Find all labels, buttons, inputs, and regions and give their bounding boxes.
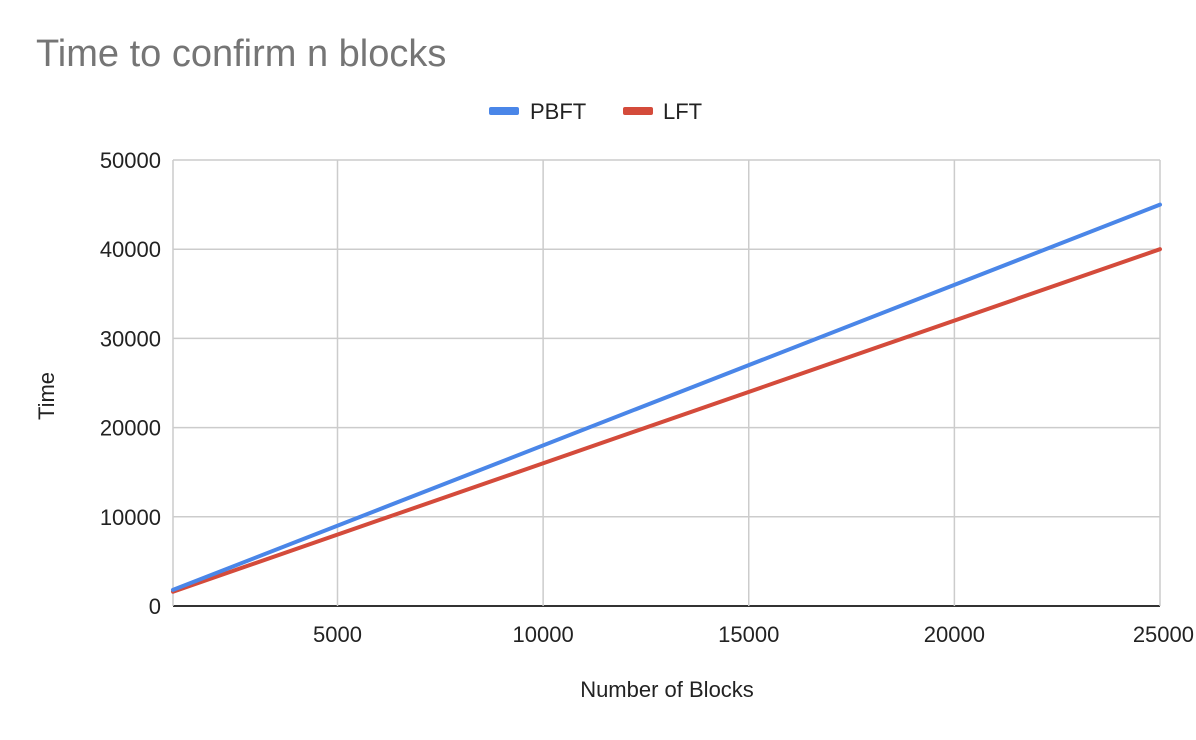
series-line-pbft (171, 202, 1162, 592)
legend-label-lft: LFT (663, 99, 702, 124)
tick-labels: 0 10000 20000 30000 40000 50000 5000 10000 15000… (100, 148, 1194, 647)
y-tick-label: 40000 (100, 237, 161, 262)
y-tick-label: 20000 (100, 416, 161, 441)
legend-label-pbft: PBFT (530, 99, 586, 124)
series-lines (171, 202, 1162, 594)
y-tick-label: 0 (149, 594, 161, 619)
grid (172, 159, 1161, 607)
chart-title: Time to confirm n blocks (36, 33, 446, 75)
legend-swatch-lft (623, 107, 653, 115)
series-line-lft (171, 247, 1162, 594)
x-tick-label: 5000 (313, 622, 362, 647)
legend-swatch-pbft (489, 107, 519, 115)
x-axis-label: Number of Blocks (580, 677, 754, 702)
y-tick-label: 10000 (100, 505, 161, 530)
y-tick-label: 50000 (100, 148, 161, 173)
x-tick-label: 20000 (924, 622, 985, 647)
y-axis-label: Time (34, 372, 59, 420)
legend: PBFT LFT (489, 99, 702, 124)
x-tick-label: 15000 (718, 622, 779, 647)
y-tick-label: 30000 (100, 326, 161, 351)
x-tick-label: 10000 (513, 622, 574, 647)
x-tick-label: 25000 (1133, 622, 1194, 647)
